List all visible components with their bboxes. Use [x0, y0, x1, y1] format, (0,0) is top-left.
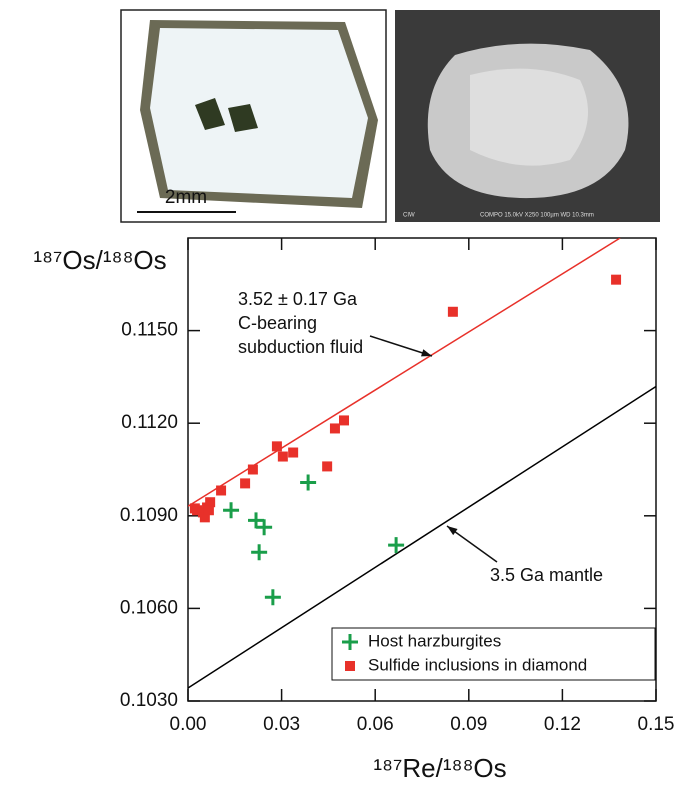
crystal-body — [150, 28, 368, 198]
point — [204, 505, 214, 515]
arrow-head — [421, 349, 432, 356]
annotation: C-bearing — [238, 313, 317, 333]
point — [265, 589, 281, 605]
y-tick-label: 0.1060 — [120, 597, 178, 618]
arrow-head — [447, 526, 458, 535]
x-tick-label: 0.06 — [357, 714, 394, 735]
point — [288, 448, 298, 458]
point — [322, 461, 332, 471]
annotation: subduction fluid — [238, 337, 363, 357]
point — [278, 452, 288, 462]
figure: 2mm CIW COMPO 15.0kV X250 100µm WD 10.3m… — [0, 0, 681, 786]
sem-label: COMPO 15.0kV X250 100µm WD 10.3mm — [480, 213, 594, 219]
sem-label: CIW — [403, 213, 415, 219]
x-tick-label: 0.12 — [544, 714, 581, 735]
annotation: 3.52 ± 0.17 Ga — [238, 289, 358, 309]
legend-marker — [345, 661, 355, 671]
point — [339, 415, 349, 425]
point — [272, 441, 282, 451]
y-tick-label: 0.1120 — [121, 412, 178, 433]
annotation: 3.5 Ga mantle — [490, 565, 603, 585]
x-tick-label: 0.09 — [450, 714, 487, 735]
point — [300, 474, 316, 490]
grain-face — [470, 69, 588, 166]
point — [248, 465, 258, 475]
legend-label: Host harzburgites — [368, 631, 501, 650]
x-tick-label: 0.00 — [170, 714, 207, 735]
point — [216, 485, 226, 495]
point — [448, 307, 458, 317]
y-axis-title: ¹⁸⁷Os/¹⁸⁸Os — [33, 245, 166, 275]
scale-label: 2mm — [165, 187, 207, 208]
legend-label: Sulfide inclusions in diamond — [368, 655, 587, 674]
y-tick-label: 0.1090 — [120, 505, 178, 526]
photo-left: 2mm — [121, 10, 386, 222]
photo-right: CIW COMPO 15.0kV X250 100µm WD 10.3mm — [395, 10, 660, 222]
x-axis-title: ¹⁸⁷Re/¹⁸⁸Os — [373, 753, 506, 783]
y-tick-label: 0.1150 — [121, 320, 178, 341]
y-tick-label: 0.1030 — [120, 690, 178, 711]
point — [611, 275, 621, 285]
x-tick-label: 0.15 — [638, 714, 675, 735]
point — [251, 544, 267, 560]
x-tick-label: 0.03 — [263, 714, 300, 735]
point — [330, 423, 340, 433]
point — [223, 502, 239, 518]
point — [240, 478, 250, 488]
